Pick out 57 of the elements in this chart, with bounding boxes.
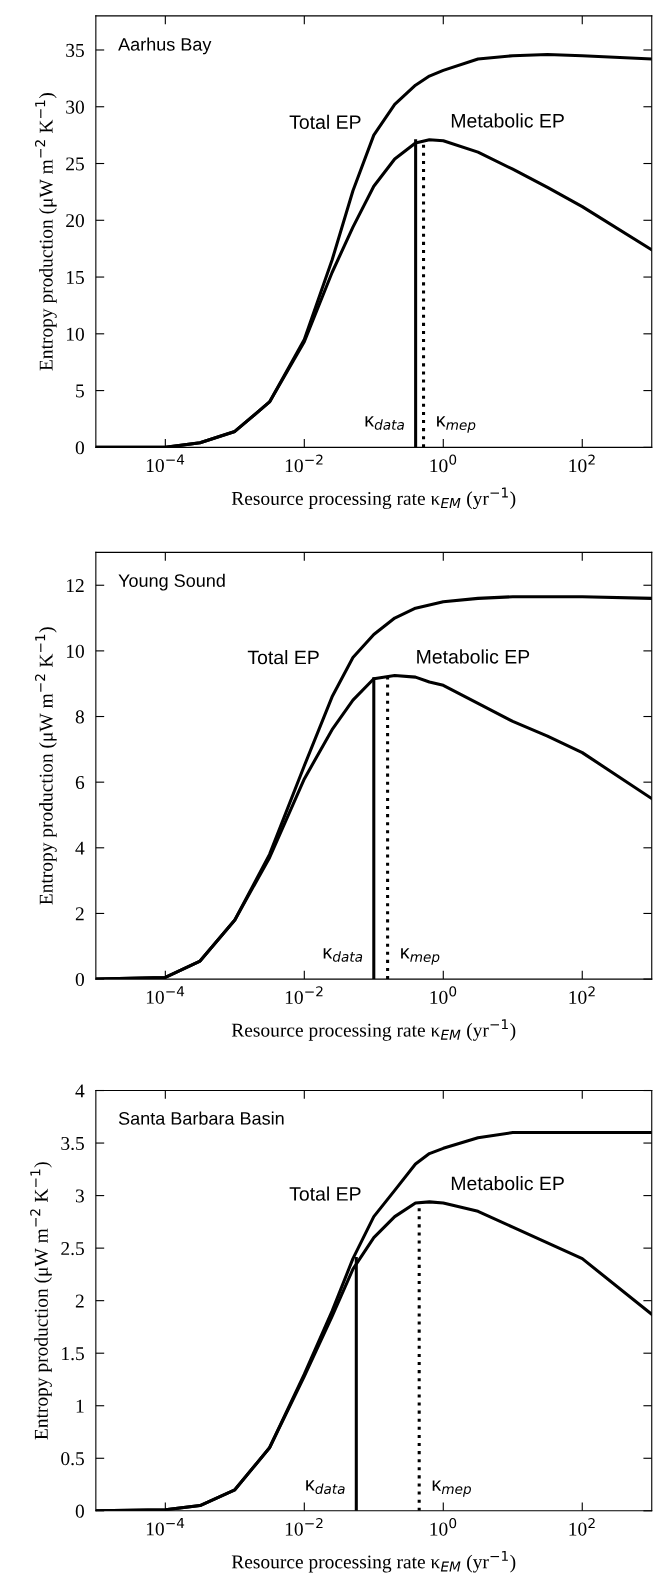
y-tick-label: 1 [76, 1399, 84, 1413]
series-label: κ$_{data}$ [323, 948, 363, 962]
x-tick-label: 10$^{0}$ [430, 986, 457, 1004]
text: Aarhus Bay [118, 37, 212, 55]
y-tick-label: 0 [75, 1504, 84, 1518]
x-tick-label: 10$^{−2}$ [285, 986, 323, 1004]
x-tick-label: 10$^{2}$ [569, 454, 595, 473]
y-tick-label: 3 [75, 1189, 84, 1203]
series-label: Total EP [289, 1186, 361, 1201]
y-tick-label: 10 [67, 644, 84, 658]
y-tick-label: 20 [66, 214, 84, 228]
y-axis-title: Entropy production (μW m$^{−2}$ K$^{−1}$) [30, 1162, 52, 1440]
y-tick-label: 2 [75, 1294, 84, 1308]
y-tick-label: 4 [75, 841, 85, 855]
series-label: κ$_{mep}$ [401, 948, 440, 965]
x-axis-title: Resource processing rate κ$_{EM}$ (yr$^{−1}$) [231, 1550, 516, 1573]
series-label: κ$_{mep}$ [437, 416, 476, 433]
x-axis-title: Resource processing rate κ$_{EM}$ (yr$^{−1}$) [231, 487, 516, 510]
y-tick-label: 8 [75, 710, 84, 724]
y-tick-label: 35 [66, 43, 84, 57]
y-tick-label: 0 [75, 972, 84, 987]
x-tick-label: 10$^{−2}$ [285, 1517, 323, 1536]
x-tick-label: 10$^{−4}$ [146, 454, 185, 473]
y-tick-label: 0 [75, 441, 84, 455]
series-label: Metabolic EP [451, 113, 564, 128]
y-tick-label: 6 [75, 776, 85, 790]
series-label: Total EP [247, 650, 319, 665]
x-tick-label: 10$^{0}$ [430, 1517, 457, 1536]
y-tick-label: 5 [76, 384, 84, 398]
x-tick-label: 10$^{−2}$ [285, 454, 323, 473]
series-label: Metabolic EP [417, 649, 530, 664]
x-tick-label: 10$^{−4}$ [146, 986, 185, 1004]
y-tick-label: 0.5 [61, 1452, 84, 1466]
x-tick-label: 10$^{0}$ [430, 454, 457, 473]
y-tick-label: 2 [75, 907, 84, 921]
text: Young Sound [118, 573, 225, 591]
y-tick-label: 12 [67, 579, 84, 592]
series-label: κ$_{mep}$ [432, 1480, 471, 1497]
y-tick-label: 25 [66, 157, 84, 171]
series-label: Metabolic EP [451, 1176, 564, 1191]
text: Santa Barbara Basin [118, 1111, 284, 1125]
x-tick-label: 10$^{2}$ [569, 1517, 595, 1536]
y-tick-label: 3.5 [61, 1136, 84, 1151]
y-axis-title: Entropy production (μW m$^{−2}$ K$^{−1}$) [34, 93, 57, 371]
series-label: Total EP [289, 114, 361, 129]
y-axis-title: Entropy production (μW m$^{−2}$ K$^{−1}$) [34, 627, 57, 905]
y-tick-label: 15 [67, 270, 84, 284]
y-tick-label: 2.5 [61, 1242, 84, 1256]
series-label: κ$_{data}$ [365, 416, 404, 430]
x-tick-label: 10$^{−4}$ [146, 1517, 185, 1536]
y-tick-label: 10 [67, 327, 84, 341]
y-tick-label: 30 [66, 100, 84, 114]
series-label: κ$_{data}$ [306, 1480, 345, 1494]
y-tick-label: 1.5 [62, 1347, 84, 1361]
y-tick-label: 4 [75, 1084, 85, 1098]
x-axis-title: Resource processing rate κ$_{EM}$ (yr$^{−1}$) [231, 1019, 516, 1041]
x-tick-label: 10$^{2}$ [569, 986, 595, 1004]
